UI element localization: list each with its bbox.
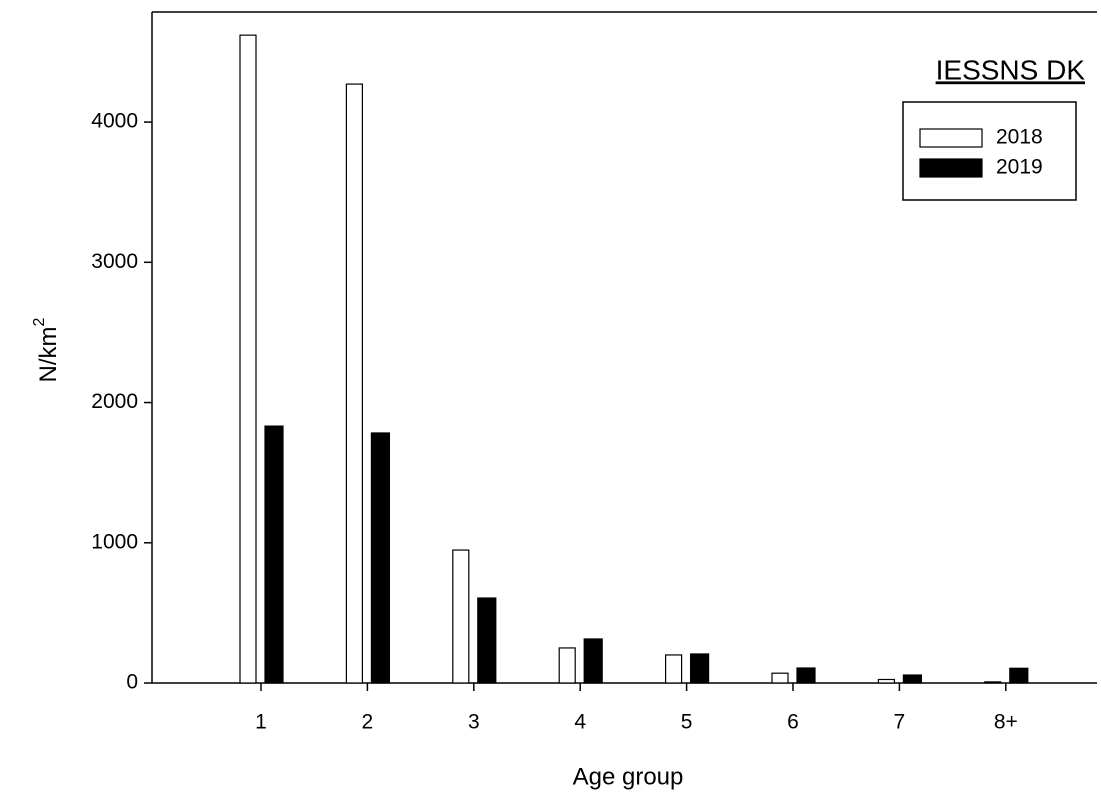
y-axis-label-main: N/km	[35, 326, 62, 382]
bar	[239, 34, 257, 684]
legend-swatch	[919, 158, 983, 178]
bar	[877, 678, 896, 684]
x-tick-label: 5	[681, 711, 693, 734]
x-tick-label: 1	[255, 711, 267, 734]
y-axis-label-superscript: 2	[31, 317, 48, 326]
legend-box	[902, 101, 1077, 201]
bar	[664, 654, 683, 684]
x-tick-label: 7	[894, 711, 906, 734]
bar	[452, 549, 470, 684]
bar	[1009, 667, 1029, 684]
bar	[370, 432, 390, 684]
bar	[345, 83, 363, 684]
x-tick-label: 2	[362, 711, 374, 734]
legend-label: 2018	[996, 126, 1043, 149]
y-tick-label: 1000	[91, 530, 138, 553]
legend-swatch	[919, 128, 983, 148]
bar	[902, 674, 923, 684]
legend-label: 2019	[996, 156, 1043, 179]
x-tick-label: 3	[468, 711, 480, 734]
bar	[558, 647, 576, 684]
x-axis-label: Age group	[573, 763, 684, 790]
bar	[264, 425, 284, 684]
bar	[984, 681, 1002, 684]
bar	[771, 672, 789, 684]
y-tick-label: 3000	[91, 250, 138, 273]
bar	[583, 638, 603, 684]
bar	[689, 653, 710, 684]
y-tick-label: 2000	[91, 390, 138, 413]
x-tick-label: 8+	[994, 711, 1018, 734]
chart-title: IESSNS DK	[936, 54, 1086, 85]
x-tick-label: 6	[787, 711, 799, 734]
y-tick-label: 4000	[91, 110, 138, 133]
y-tick-label: 0	[126, 671, 138, 694]
bar	[796, 667, 816, 684]
x-tick-label: 4	[574, 711, 586, 734]
y-axis-label: N/km2	[31, 317, 62, 382]
bar	[477, 597, 497, 684]
